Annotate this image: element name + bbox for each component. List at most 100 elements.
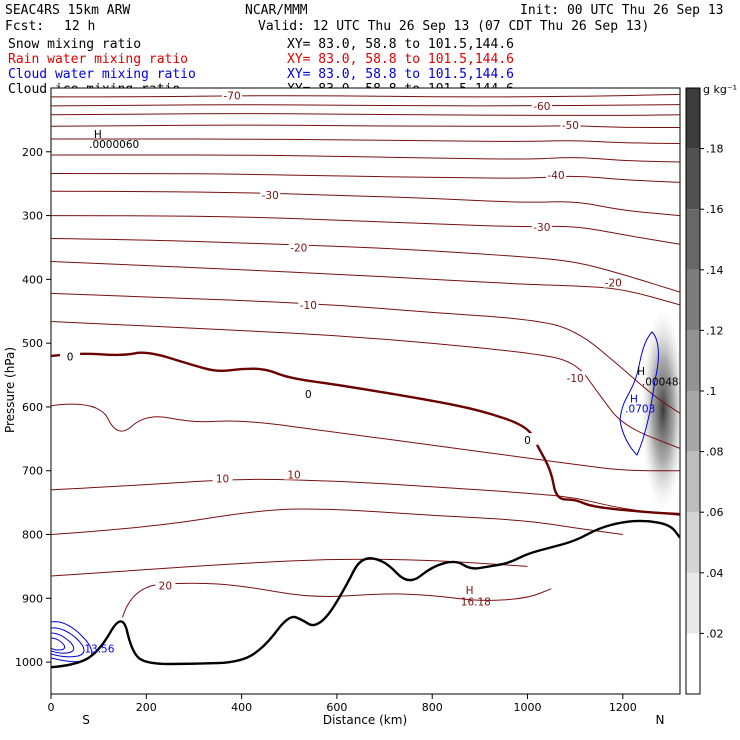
cloud-water-contour-4 (51, 637, 66, 651)
temperature-contour-label: -60 (533, 101, 550, 113)
x-tick-label: 1200 (609, 701, 637, 714)
y-tick-label: 800 (22, 529, 43, 542)
temperature-contour-label-bg (260, 188, 281, 201)
colorbar-tick-label: .02 (706, 627, 724, 640)
temperature-contour-label-bg (155, 578, 176, 591)
temperature-contour (51, 478, 680, 516)
cloud-water-contour-3 (51, 632, 75, 654)
colorbar-swatch (686, 512, 700, 573)
x-tick-label: 800 (422, 701, 443, 714)
colorbar-tick-label: .04 (706, 567, 724, 580)
snow-shading (641, 310, 680, 510)
freezing-level-label-bg (60, 349, 81, 362)
temperature-contour (51, 292, 680, 414)
cloud-water-contour-north (619, 331, 659, 456)
temperature-contour-label: -30 (262, 190, 279, 202)
x-tick-label: 600 (326, 701, 347, 714)
temperature-contour-label: -30 (533, 222, 550, 234)
y-tick-label: 600 (22, 401, 43, 414)
temperature-contour (51, 124, 680, 128)
temperature-contour-label-bg (298, 297, 319, 310)
temperature-contour-label-bg (603, 275, 624, 288)
south-label: S (82, 713, 90, 727)
x-tick-label: 1000 (514, 701, 542, 714)
colorbar-tick-label: .08 (706, 446, 724, 459)
center-label: NCAR/MMM (245, 3, 308, 18)
cloud-water-contour-2 (51, 627, 85, 658)
y-tick-label: 200 (22, 146, 43, 159)
extremum-annotation: H (466, 585, 474, 597)
extremum-annotation: .0000060 (89, 139, 139, 151)
valid-time: Valid: 12 UTC Thu 26 Sep 13 (07 CDT Thu … (258, 19, 649, 34)
temperature-contour-label-bg (288, 240, 309, 253)
temperature-contour (51, 93, 680, 98)
colorbar-swatch (686, 572, 700, 634)
colorbar-swatch (686, 633, 700, 694)
colorbar-units: g kg⁻¹ (703, 83, 737, 96)
field-xy-cloud-water: XY= 83.0, 58.8 to 101.5,144.6 (287, 67, 514, 82)
temperature-contour (51, 138, 680, 144)
freezing-level-line (51, 351, 680, 516)
y-tick-label: 900 (22, 592, 43, 605)
extremum-annotation: .000488 (642, 376, 685, 388)
colorbar-tick-label: .16 (706, 203, 724, 216)
y-tick-label: 400 (22, 273, 43, 286)
field-xy-snow: XY= 83.0, 58.8 to 101.5,144.6 (287, 37, 514, 52)
temperature-contour (122, 582, 552, 618)
y-tick-label: 1000 (15, 656, 43, 669)
terrain-line (51, 519, 680, 669)
x-tick-label: 0 (48, 701, 55, 714)
temperature-contour (51, 190, 680, 217)
cloud-water-contours (51, 331, 659, 663)
temperature-contour (51, 558, 528, 577)
temperature-contour (51, 154, 680, 163)
temperature-contour-label: -10 (567, 373, 584, 385)
x-axis: 0 200 400 600 800 1000 1200 (48, 694, 637, 714)
freezing-level-label-bg (517, 433, 538, 446)
freezing-level-label-bg (298, 387, 319, 400)
x-tick-label: 400 (231, 701, 252, 714)
temperature-contour (51, 261, 680, 306)
temperature-contour-label: 10 (216, 473, 229, 485)
forecast-hour: 12 h (64, 19, 95, 34)
freezing-level-label: 0 (524, 435, 531, 447)
forecast-label: Fcst: (5, 19, 44, 34)
colorbar-swatch (686, 269, 700, 331)
temperature-contours: -70 -60 -50 -40 -30 -30 -20 -20 -10 -10 10 10 20 (51, 88, 680, 618)
colorbar-swatch (686, 88, 700, 149)
temperature-contour-label-bg (546, 167, 567, 180)
colorbar-swatch (686, 330, 700, 391)
field-xy-rain: XY= 83.0, 58.8 to 101.5,144.6 (287, 52, 514, 67)
colorbar-swatch (686, 451, 700, 513)
temperature-contour-label: -10 (300, 300, 317, 312)
temperature-contour-label-bg (212, 471, 233, 484)
temperature-contour-label: 20 (159, 581, 172, 593)
temperature-contour-label-bg (222, 88, 243, 101)
y-axis-label: Pressure (hPa) (3, 347, 17, 433)
colorbar-tick-label: .14 (706, 264, 724, 277)
field-name-rain: Rain water mixing ratio (8, 52, 188, 67)
extremum-annotation: H (630, 393, 638, 405)
field-name-cloud-water: Cloud water mixing ratio (8, 67, 196, 82)
colorbar-tick-label: .18 (706, 143, 724, 156)
temperature-contour (51, 113, 680, 116)
temperature-contour-label: 10 (287, 470, 300, 482)
colorbar-swatch (686, 209, 700, 270)
colorbar-tick-label: .06 (706, 506, 724, 519)
field-name-snow: Snow mixing ratio (8, 37, 141, 52)
temperature-contour (51, 173, 680, 183)
freezing-level-label: 0 (305, 389, 312, 401)
colorbar-tick-label: .12 (706, 324, 724, 337)
cloud-water-contour-1 (51, 621, 93, 663)
freezing-level-label: 0 (67, 352, 74, 364)
x-tick-label: 200 (136, 701, 157, 714)
plot-area (50, 87, 681, 695)
temperature-contour-label-bg (531, 220, 552, 233)
temperature-contour-label: -70 (223, 91, 240, 103)
temperature-contour-label-bg (531, 98, 552, 111)
y-tick-label: 500 (22, 337, 43, 350)
model-title: SEAC4RS 15km ARW (5, 3, 130, 18)
temperature-contour (51, 238, 680, 293)
temperature-contour-label-bg (284, 467, 305, 480)
